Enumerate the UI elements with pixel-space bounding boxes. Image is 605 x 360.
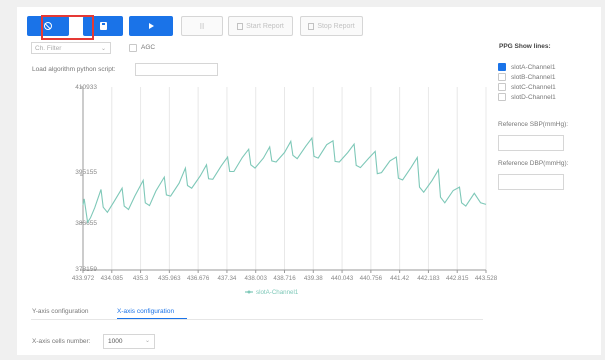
x-tick-label: 438.716: [273, 275, 296, 282]
chevron-down-icon: ⌄: [100, 46, 106, 52]
play-button[interactable]: [129, 16, 173, 36]
x-tick-label: 441.42: [390, 275, 409, 282]
x-tick-label: 437.34: [217, 275, 236, 282]
x-tick-label: 438.003: [245, 275, 268, 282]
x-cells-label: X-axis cells number:: [32, 338, 91, 345]
tab-x-axis[interactable]: X-axis configuration: [117, 308, 175, 315]
x-tick-label: 436.676: [187, 275, 210, 282]
agc-checkbox[interactable]: [129, 44, 137, 52]
play-icon: [148, 23, 154, 29]
pause-button[interactable]: II: [181, 16, 223, 36]
stop-report-label: Stop Report: [317, 22, 355, 30]
x-tick-label: 440.756: [360, 275, 383, 282]
line-checkbox-d[interactable]: [498, 93, 506, 101]
y-tick-label: 395155: [75, 169, 97, 176]
stop-button[interactable]: [27, 16, 69, 36]
tab-divider: [31, 319, 483, 320]
agc-label: AGC: [141, 44, 156, 51]
y-tick-label: 410933: [75, 84, 97, 91]
x-tick-label: 433.972: [72, 275, 95, 282]
line-checkbox-c[interactable]: [498, 83, 506, 91]
dbp-input[interactable]: [498, 174, 564, 190]
line-label-c: slotC-Channel1: [511, 84, 556, 91]
start-report-button[interactable]: Start Report: [228, 16, 293, 36]
algorithm-input[interactable]: [135, 63, 218, 76]
x-tick-label: 435.3: [133, 275, 149, 282]
x-cells-value: 1000: [108, 338, 123, 345]
sbp-input[interactable]: [498, 135, 564, 151]
report-icon: [237, 22, 244, 30]
ppg-chart: 433.972 434.085 435.3 435.963 436.676 437.34 4…: [72, 86, 498, 296]
pause-icon: II: [199, 21, 205, 31]
stop-icon: [44, 22, 52, 30]
start-report-label: Start Report: [246, 22, 284, 30]
line-label-a: slotA-Channel1: [511, 64, 556, 71]
channel-select-value: Ch. Filter: [35, 45, 62, 52]
dbp-label: Reference DBP(mmHg):: [498, 160, 569, 167]
channel-select[interactable]: Ch. Filter ⌄: [31, 42, 111, 54]
x-tick-label: 435.963: [158, 275, 181, 282]
algorithm-label: Load algorithm python script:: [32, 66, 116, 73]
series-line-slotA: [82, 136, 487, 224]
show-lines-title: PPG Show lines:: [499, 43, 551, 50]
tab-y-axis[interactable]: Y-axis configuration: [32, 308, 89, 315]
chevron-down-icon: ⌄: [144, 338, 150, 344]
line-label-d: slotD-Channel1: [511, 94, 556, 101]
line-checkbox-b[interactable]: [498, 73, 506, 81]
x-cells-select[interactable]: 1000 ⌄: [103, 334, 155, 349]
x-tick-label: 434.085: [101, 275, 124, 282]
line-checkbox-a[interactable]: [498, 63, 506, 71]
sbp-label: Reference SBP(mmHg):: [498, 121, 569, 128]
save-icon: [99, 22, 107, 30]
highlight-frame: [41, 15, 94, 40]
x-tick-label: 442.815: [446, 275, 469, 282]
x-tick-label: 439.38: [304, 275, 323, 282]
legend-label: slotA-Channel1: [256, 289, 299, 296]
y-tick-label: 386655: [75, 220, 97, 227]
report-icon: [308, 22, 315, 30]
line-label-b: slotB-Channel1: [511, 74, 556, 81]
main-panel: II Start Report Stop Report Ch. Filter ⌄…: [17, 7, 601, 355]
stop-report-button[interactable]: Stop Report: [300, 16, 363, 36]
x-tick-label: 440.043: [331, 275, 354, 282]
x-tick-label: 443.528: [475, 275, 498, 282]
tab-underline: [117, 318, 187, 319]
x-tick-label: 442.183: [417, 275, 440, 282]
legend-marker: [247, 290, 251, 294]
